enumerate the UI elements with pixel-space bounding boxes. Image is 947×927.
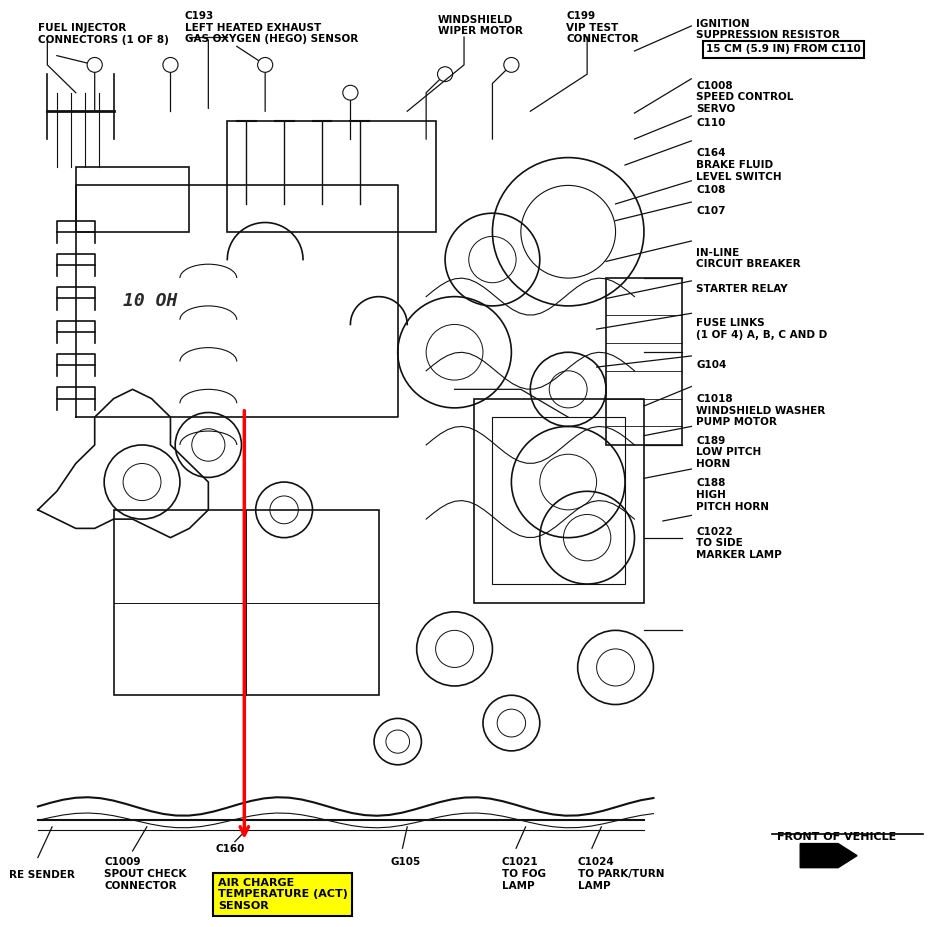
Text: C164
BRAKE FLUID
LEVEL SWITCH: C164 BRAKE FLUID LEVEL SWITCH	[696, 148, 781, 182]
Circle shape	[343, 85, 358, 100]
Text: AIR CHARGE
TEMPERATURE (ACT)
SENSOR: AIR CHARGE TEMPERATURE (ACT) SENSOR	[218, 878, 348, 911]
Text: WINDSHIELD
WIPER MOTOR: WINDSHIELD WIPER MOTOR	[438, 15, 523, 36]
Text: C107: C107	[696, 206, 725, 216]
Text: C160: C160	[216, 844, 245, 854]
Circle shape	[258, 57, 273, 72]
Text: C1009
SPOUT CHECK
CONNECTOR: C1009 SPOUT CHECK CONNECTOR	[104, 857, 187, 891]
Text: FRONT OF VEHICLE: FRONT OF VEHICLE	[777, 832, 896, 843]
Text: C1022
TO SIDE
MARKER LAMP: C1022 TO SIDE MARKER LAMP	[696, 527, 782, 560]
Bar	[492, 417, 625, 584]
Text: C110: C110	[696, 118, 725, 128]
Text: IN-LINE
CIRCUIT BREAKER: IN-LINE CIRCUIT BREAKER	[696, 248, 800, 269]
Text: FUEL INJECTOR
CONNECTORS (1 OF 8): FUEL INJECTOR CONNECTORS (1 OF 8)	[38, 23, 169, 44]
Circle shape	[438, 67, 453, 82]
Text: STARTER RELAY: STARTER RELAY	[696, 284, 788, 294]
Text: C1021
TO FOG
LAMP: C1021 TO FOG LAMP	[502, 857, 545, 891]
Text: C1008
SPEED CONTROL
SERVO: C1008 SPEED CONTROL SERVO	[696, 81, 794, 114]
Text: G104: G104	[696, 360, 726, 370]
Text: 10 OH: 10 OH	[123, 292, 177, 310]
Circle shape	[163, 57, 178, 72]
Text: G105: G105	[390, 857, 420, 868]
Text: IGNITION
SUPPRESSION RESISTOR: IGNITION SUPPRESSION RESISTOR	[696, 19, 840, 40]
Polygon shape	[800, 844, 857, 868]
Bar	[114, 510, 379, 695]
Bar	[227, 121, 436, 232]
Text: RE SENDER: RE SENDER	[9, 870, 76, 880]
Text: C1018
WINDSHIELD WASHER
PUMP MOTOR: C1018 WINDSHIELD WASHER PUMP MOTOR	[696, 394, 825, 427]
Text: C188
HIGH
PITCH HORN: C188 HIGH PITCH HORN	[696, 478, 769, 512]
Text: C189
LOW PITCH
HORN: C189 LOW PITCH HORN	[696, 436, 761, 469]
Text: C1024
TO PARK/TURN
LAMP: C1024 TO PARK/TURN LAMP	[578, 857, 664, 891]
Text: C108: C108	[696, 185, 725, 196]
Circle shape	[504, 57, 519, 72]
Text: C193
LEFT HEATED EXHAUST
GAS OXYGEN (HEGO) SENSOR: C193 LEFT HEATED EXHAUST GAS OXYGEN (HEG…	[185, 11, 358, 44]
Text: 15 CM (5.9 IN) FROM C110: 15 CM (5.9 IN) FROM C110	[706, 44, 861, 55]
Bar	[474, 399, 644, 603]
Text: FUSE LINKS
(1 OF 4) A, B, C AND D: FUSE LINKS (1 OF 4) A, B, C AND D	[696, 318, 828, 339]
Bar	[606, 278, 682, 445]
Circle shape	[87, 57, 102, 72]
Text: C199
VIP TEST
CONNECTOR: C199 VIP TEST CONNECTOR	[566, 11, 639, 44]
